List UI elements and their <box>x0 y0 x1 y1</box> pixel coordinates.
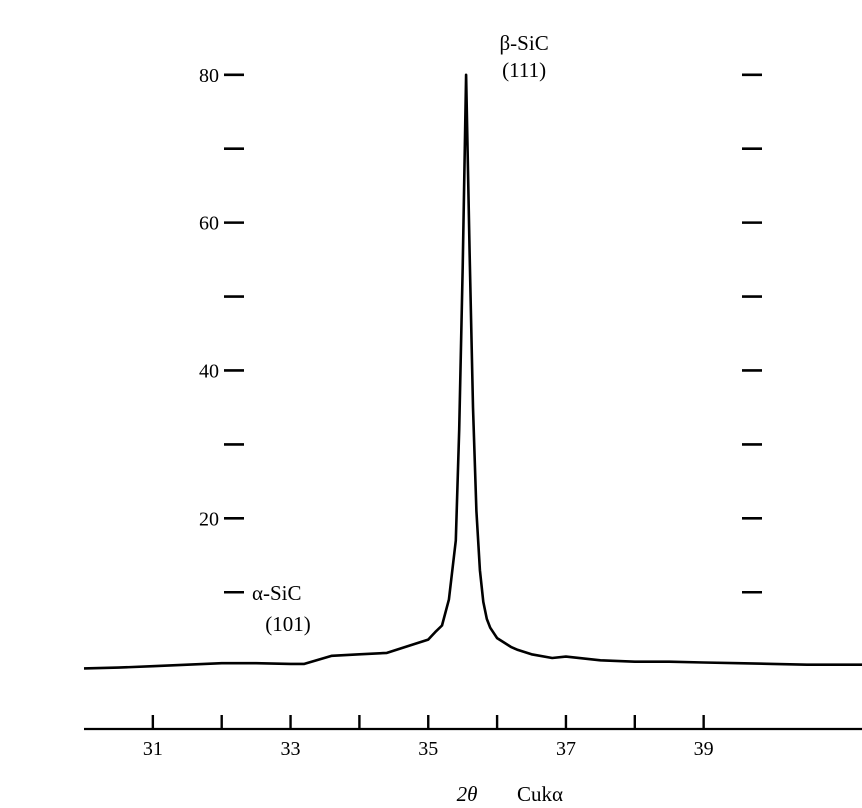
x-axis-title: 2θ Cukα <box>457 782 563 806</box>
x-axis-label: 2θ <box>457 782 478 806</box>
y-tick-label: 40 <box>199 360 219 382</box>
y-tick-label: 80 <box>199 65 219 87</box>
x-axis-unit: Cukα <box>517 782 563 806</box>
alpha-sic-label: α-SiC <box>252 581 302 605</box>
x-tick-label: 37 <box>556 738 576 760</box>
x-axis: 31 33 35 37 39 <box>84 715 862 760</box>
y-tick-label: 20 <box>199 508 219 530</box>
y-tick-label: 60 <box>199 213 219 235</box>
annotations: β-SiC (111) α-SiC (101) <box>252 31 549 636</box>
x-tick-label: 39 <box>694 738 714 760</box>
y-axis-right <box>742 73 762 594</box>
y-axis-left: 20 40 60 80 <box>199 65 244 594</box>
alpha-sic-index: (101) <box>265 612 311 636</box>
x-tick-label: 35 <box>418 738 438 760</box>
xrd-pattern-line <box>83 73 862 670</box>
series-group <box>83 73 862 670</box>
x-tick-label: 31 <box>143 738 163 760</box>
beta-sic-index: (111) <box>502 58 546 82</box>
beta-sic-label: β-SiC <box>500 31 549 55</box>
x-tick-label: 33 <box>281 738 301 760</box>
